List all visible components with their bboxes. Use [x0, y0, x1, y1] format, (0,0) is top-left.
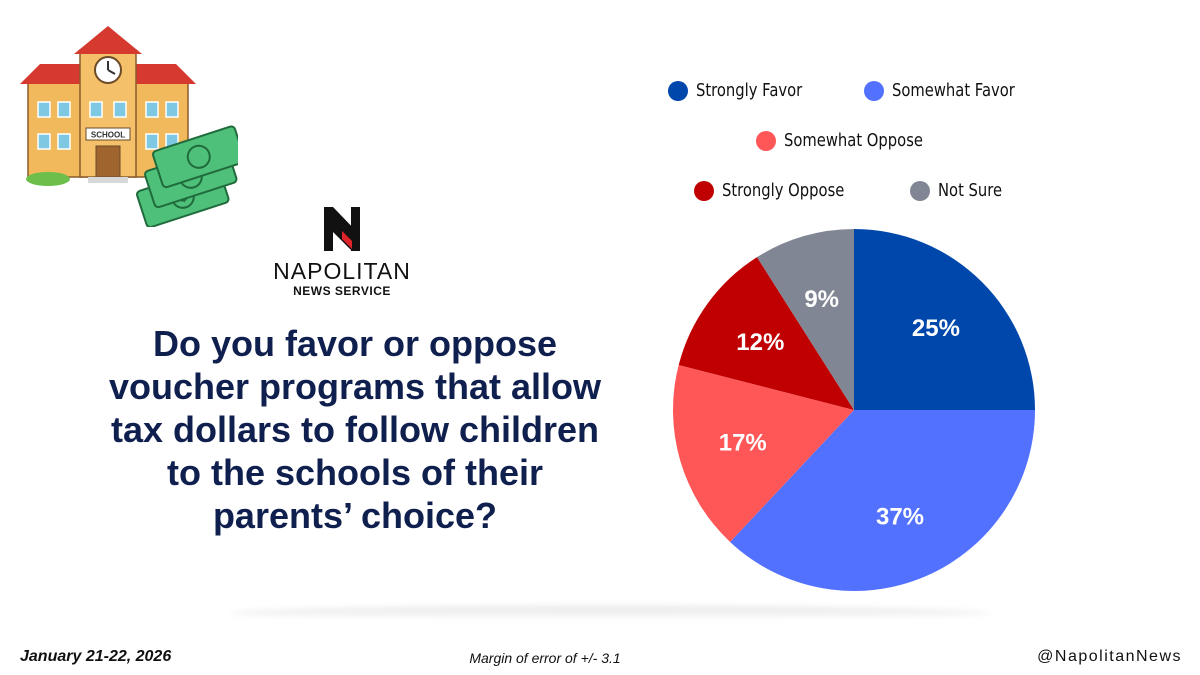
brand-name: NAPOLITAN: [273, 258, 411, 284]
legend-item-not-sure: Not Sure: [909, 180, 1016, 201]
survey-date: January 21-22, 2026: [20, 648, 172, 665]
pie-slice-somewhat-oppose: [673, 364, 854, 542]
pie-label-strongly-oppose: 12%: [736, 329, 784, 356]
school-money-illustration: SCHOOL $: [20, 26, 238, 227]
survey-question: Do you favor or oppose voucher programs …: [108, 323, 602, 536]
legend-swatch: [668, 80, 689, 101]
brand-logo: NAPOLITAN NEWS SERVICE: [262, 205, 422, 299]
legend-label: Not Sure: [937, 180, 1002, 201]
money-icon: $: [136, 125, 238, 227]
social-handle: @NapolitanNews: [1037, 648, 1182, 665]
chart-legend: Strongly Favor Somewhat Favor Somewhat O…: [620, 70, 1090, 220]
legend-label: Somewhat Oppose: [784, 130, 924, 151]
legend-label: Somewhat Favor: [891, 80, 1015, 101]
legend-swatch: [756, 130, 777, 151]
legend-item-strongly-favor: Strongly Favor: [668, 80, 826, 101]
pie-label-strongly-favor: 25%: [912, 315, 960, 342]
napolitan-n-icon: [324, 207, 360, 251]
legend-label: Strongly Favor: [696, 80, 803, 101]
pie-label-somewhat-favor: 37%: [876, 503, 924, 530]
school-sign: SCHOOL: [91, 131, 125, 140]
legend-item-strongly-oppose: Strongly Oppose: [694, 180, 871, 201]
legend-label: Strongly Oppose: [722, 180, 845, 201]
legend-swatch: [863, 80, 884, 101]
pie-label-somewhat-oppose: 17%: [719, 429, 767, 456]
legend-swatch: [694, 180, 715, 201]
divider-shadow: [230, 606, 990, 620]
legend-item-somewhat-oppose: Somewhat Oppose: [756, 130, 953, 151]
pie-label-not-sure: 9%: [804, 286, 839, 313]
pie-slice-strongly-oppose: [678, 257, 854, 410]
legend-item-somewhat-favor: Somewhat Favor: [863, 80, 1042, 101]
pie-slice-not-sure: [757, 229, 854, 410]
brand-subtitle: NEWS SERVICE: [293, 284, 391, 298]
legend-swatch: [909, 180, 930, 201]
pie-slice-strongly-favor: [854, 229, 1035, 410]
pie-slice-somewhat-favor: [730, 410, 1035, 592]
pie-chart: 25% 37% 17% 12% 9%: [673, 229, 1035, 592]
margin-of-error: Margin of error of +/- 3.1: [469, 650, 621, 666]
